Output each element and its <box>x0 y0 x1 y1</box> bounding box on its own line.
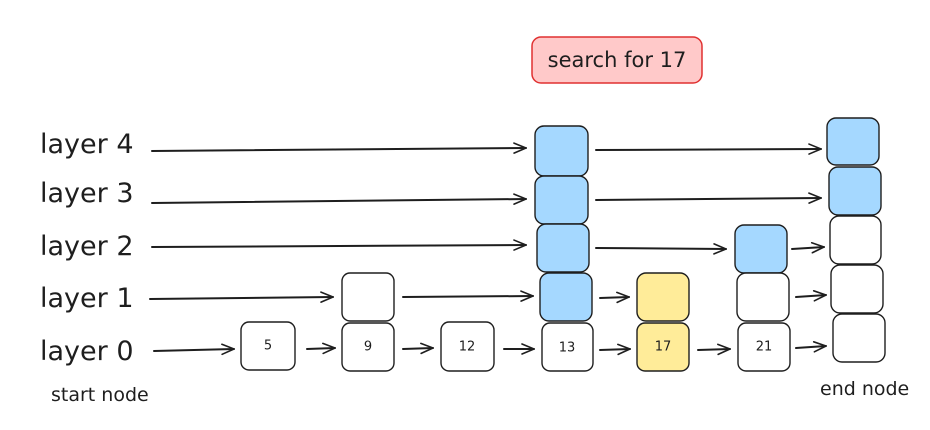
arrow-layer1-13-to-17 <box>599 291 630 304</box>
arrow-layer0-9-to-12 <box>402 342 434 355</box>
start-node-caption: start node <box>51 384 149 406</box>
arrow-layer0-5-to-9 <box>306 342 336 355</box>
arrow-layer4-start-to-13 <box>151 142 527 154</box>
end-node-layer1 <box>830 264 884 314</box>
end-node-layer0 <box>832 313 886 363</box>
node-9-label: 9 <box>364 340 372 355</box>
arrow-layer3-start-to-13 <box>151 193 527 205</box>
node-9-layer0 <box>341 322 395 372</box>
column-13: 13 <box>534 125 594 372</box>
node-17-label: 17 <box>655 340 672 355</box>
arrow-layer0-start-to-5 <box>153 343 235 356</box>
node-13-layer2 <box>536 223 590 273</box>
node-12-label: 12 <box>459 340 476 355</box>
layer-4-label: layer 4 <box>40 129 134 160</box>
node-12-layer0 <box>440 321 495 372</box>
layer-3-label: layer 3 <box>40 178 134 209</box>
node-5-layer0 <box>240 321 296 371</box>
node-13-layer1 <box>539 272 593 322</box>
column-21: 21 <box>734 224 791 372</box>
node-21-label: 21 <box>756 340 773 355</box>
arrow-layer0-21-to-end <box>795 341 827 353</box>
layer-0-label: layer 0 <box>40 336 134 367</box>
arrow-layer2-21-to-end <box>791 241 825 254</box>
node-13-layer4 <box>534 125 589 177</box>
node-21-layer2 <box>734 224 788 274</box>
end-node-layer2 <box>829 215 882 265</box>
column-12: 12 <box>440 321 495 372</box>
node-17-layer1 <box>636 272 690 322</box>
arrow-layer0-17-to-21 <box>697 343 731 356</box>
node-13-layer0 <box>541 322 594 372</box>
arrow-layer1-start-to-9 <box>149 291 334 303</box>
node-5-label: 5 <box>264 339 272 354</box>
arrow-layer0-13-to-17 <box>599 343 631 356</box>
arrows <box>149 142 827 356</box>
layer-1-label: layer 1 <box>40 283 134 314</box>
arrow-layer2-13-to-21 <box>595 243 727 255</box>
node-13-layer3 <box>534 175 589 225</box>
layer-2-label: layer 2 <box>40 231 134 262</box>
arrow-layer1-21-to-end <box>795 290 827 302</box>
arrow-layer4-13-to-end <box>595 143 822 155</box>
arrow-layer2-start-to-13 <box>151 239 527 251</box>
node-21-layer1 <box>736 272 790 322</box>
arrow-layer1-9-to-13 <box>402 290 534 302</box>
column-9: 9 <box>341 272 395 372</box>
column-5: 5 <box>240 321 296 371</box>
column-17: 17 <box>636 272 690 372</box>
search-title-badge: search for 17 <box>531 36 703 84</box>
node-13-label: 13 <box>559 341 576 356</box>
end-node-layer4 <box>826 117 880 166</box>
node-21-layer0 <box>737 322 791 372</box>
node-17-layer0 <box>636 322 690 372</box>
column-end <box>826 117 886 363</box>
end-node-caption: end node <box>820 378 909 400</box>
node-9-layer1 <box>341 272 395 322</box>
search-title-box <box>531 36 703 84</box>
arrow-layer3-13-to-end <box>595 192 822 204</box>
search-title: search for 17 <box>548 48 687 72</box>
end-node-layer3 <box>828 166 882 216</box>
